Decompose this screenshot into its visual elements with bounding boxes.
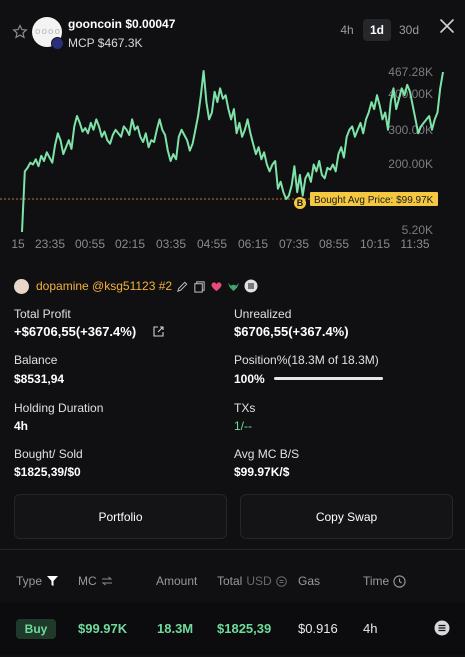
heart-icon[interactable] bbox=[210, 280, 223, 293]
token-title: gooncoin $0.00047 bbox=[68, 17, 175, 31]
txs-value: 1/-- bbox=[234, 419, 252, 433]
x-tick-label: 11:35 bbox=[400, 237, 429, 251]
total-column-header[interactable]: Total USD bbox=[217, 574, 287, 588]
x-tick-label: 07:35 bbox=[279, 237, 309, 251]
row-time: 4h bbox=[363, 621, 378, 636]
divider bbox=[0, 549, 465, 550]
token-avatar-text: oooo bbox=[35, 27, 62, 37]
x-tick-label: 06:15 bbox=[238, 237, 268, 251]
clock-icon[interactable] bbox=[393, 574, 406, 588]
x-tick-label: 04:55 bbox=[197, 237, 227, 251]
token-name: gooncoin bbox=[68, 17, 122, 31]
position-bar-fill bbox=[274, 377, 383, 380]
gas-column-header: Gas bbox=[298, 574, 320, 588]
avg-mc-label: Avg MC B/S bbox=[234, 447, 300, 461]
tab-1d[interactable]: 1d bbox=[363, 19, 391, 41]
tab-4h[interactable]: 4h bbox=[340, 23, 354, 37]
unrealized-value: $6706,55(+367.4%) bbox=[234, 324, 349, 339]
time-header-label: Time bbox=[363, 574, 390, 588]
token-avatar: oooo bbox=[32, 17, 62, 47]
amount-column-header: Amount bbox=[156, 574, 197, 588]
holding-duration-value: 4h bbox=[14, 419, 29, 433]
mc-column-header[interactable]: MC bbox=[78, 574, 113, 588]
x-tick-label: 23:35 bbox=[35, 237, 65, 251]
y-tick-label: 200.00K bbox=[388, 157, 433, 171]
buy-badge[interactable]: Buy bbox=[16, 619, 56, 639]
type-column-header[interactable]: Type bbox=[16, 574, 59, 588]
txs-label: TXs bbox=[234, 401, 256, 415]
user-name[interactable]: dopamine @ksg51123 #2 bbox=[36, 279, 173, 293]
bought-sold-label: Bought/ Sold bbox=[14, 447, 83, 461]
position-bar bbox=[274, 377, 383, 380]
price-line bbox=[21, 70, 444, 233]
x-tick-label: 15 bbox=[11, 237, 25, 251]
row-gas: $0.916 bbox=[298, 621, 338, 636]
total-header-label: Total bbox=[217, 574, 243, 588]
time-column-header[interactable]: Time bbox=[363, 574, 406, 588]
row-total: $1825,39 bbox=[217, 621, 272, 636]
x-tick-label: 02:15 bbox=[115, 237, 145, 251]
balance-value: $8531,94 bbox=[14, 372, 65, 386]
total-profit-label: Total Profit bbox=[14, 307, 71, 321]
market-cap: MCP $467.3K bbox=[68, 36, 143, 50]
unrealized-label: Unrealized bbox=[234, 307, 292, 321]
bought-marker-text: B bbox=[297, 198, 304, 208]
usd-toggle-label[interactable]: USD bbox=[246, 574, 272, 588]
amount-header-label: Amount bbox=[156, 574, 198, 588]
swap-arrows-icon[interactable] bbox=[101, 576, 113, 586]
row-menu-icon[interactable] bbox=[434, 620, 450, 636]
copy-swap-button[interactable]: Copy Swap bbox=[240, 494, 453, 539]
position-label: Position%(18.3M of 18.3M) bbox=[234, 353, 379, 367]
row-amount: 18.3M bbox=[157, 621, 194, 636]
tab-30d[interactable]: 30d bbox=[398, 23, 420, 37]
bought-sold-value: $1825,39/$0 bbox=[14, 465, 81, 479]
x-tick-label: 03:35 bbox=[156, 237, 186, 251]
copy-icon[interactable] bbox=[193, 280, 206, 293]
menu-circle-icon[interactable] bbox=[244, 279, 258, 293]
bull-icon[interactable] bbox=[227, 280, 240, 293]
close-icon[interactable] bbox=[437, 16, 457, 36]
chain-badge-icon bbox=[51, 37, 64, 50]
y-tick-label: 5.20K bbox=[402, 223, 433, 237]
gas-header-label: Gas bbox=[298, 574, 321, 588]
external-link-icon[interactable] bbox=[152, 325, 165, 338]
total-profit-value: +$6706,55(+367.4%) bbox=[14, 324, 137, 339]
y-tick-label: 467.28K bbox=[388, 65, 433, 79]
user-row: dopamine @ksg51123 #2 bbox=[14, 277, 258, 295]
currency-toggle-icon[interactable] bbox=[275, 575, 287, 587]
position-value: 100% bbox=[234, 372, 265, 386]
x-tick-label: 00:55 bbox=[75, 237, 105, 251]
bought-marker: B bbox=[294, 197, 306, 209]
edit-icon[interactable] bbox=[176, 280, 189, 293]
table-row[interactable] bbox=[0, 603, 465, 655]
holding-duration-label: Holding Duration bbox=[14, 401, 104, 415]
user-avatar bbox=[14, 278, 29, 294]
token-price: $0.00047 bbox=[125, 17, 176, 31]
favorite-star-icon[interactable] bbox=[12, 24, 28, 40]
x-tick-label: 08:55 bbox=[319, 237, 349, 251]
row-mc: $99.97K bbox=[78, 621, 128, 636]
y-tick-label: 300.00K bbox=[388, 123, 433, 137]
avg-mc-value: $99.97K/$ bbox=[234, 465, 290, 479]
type-header-label: Type bbox=[16, 574, 43, 588]
filter-icon[interactable] bbox=[46, 575, 59, 587]
bought-avg-label: Bought Avg Price: $99.97K bbox=[314, 195, 434, 206]
portfolio-button[interactable]: Portfolio bbox=[14, 494, 227, 539]
mc-header-label: MC bbox=[78, 574, 97, 588]
x-tick-label: 10:15 bbox=[360, 237, 390, 251]
balance-label: Balance bbox=[14, 353, 58, 367]
bought-avg-tag: Bought Avg Price: $99.97K bbox=[310, 192, 438, 206]
